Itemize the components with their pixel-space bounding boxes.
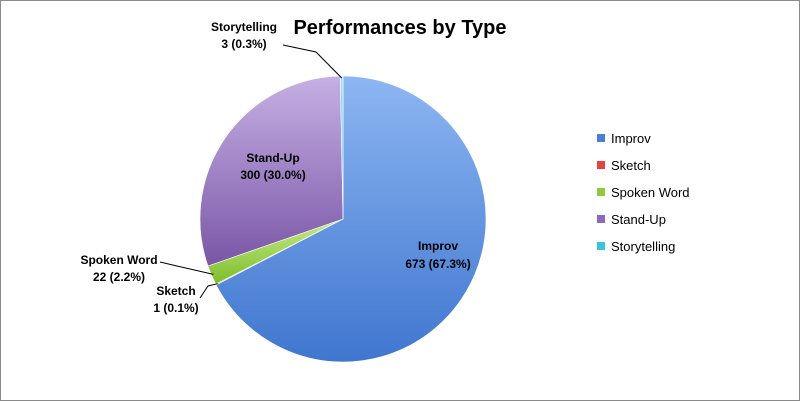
label-sketch-name: Sketch (156, 284, 195, 298)
legend-label-stand-up: Stand-Up (611, 212, 666, 227)
label-storytelling-value: 3 (0.3%) (221, 37, 266, 51)
legend-label-improv: Improv (611, 131, 651, 146)
label-sketch-value: 1 (0.1%) (153, 301, 198, 315)
legend-label-storytelling: Storytelling (611, 239, 675, 254)
leader-line-storytelling (282, 44, 343, 79)
label-storytelling-name: Storytelling (211, 20, 277, 34)
leader-line-spoken-word (159, 261, 214, 275)
legend-swatch-storytelling (597, 242, 605, 250)
legend-label-spoken-word: Spoken Word (611, 185, 690, 200)
legend-swatch-spoken-word (597, 188, 605, 196)
legend-swatch-stand-up (597, 215, 605, 223)
pie-slice-improv (215, 75, 487, 363)
label-standup-name: Stand-Up (246, 151, 299, 165)
leader-line-sketch (199, 283, 218, 299)
legend: Improv Sketch Spoken Word Stand-Up Storytell… (597, 131, 690, 254)
chart-title: Performances by Type (293, 17, 506, 39)
label-spokenword-value: 22 (2.2%) (93, 270, 145, 284)
legend-swatch-improv (597, 134, 605, 142)
legend-label-sketch: Sketch (611, 158, 651, 173)
label-improv-name: Improv (418, 239, 458, 253)
label-standup-value: 300 (30.0%) (240, 168, 305, 182)
label-improv-value: 673 (67.3%) (405, 257, 470, 271)
label-spokenword-name: Spoken Word (80, 253, 157, 267)
pie-slice-stand-up (199, 75, 344, 267)
legend-swatch-sketch (597, 161, 605, 169)
leader-lines (159, 44, 343, 299)
pie-slices (199, 75, 487, 363)
